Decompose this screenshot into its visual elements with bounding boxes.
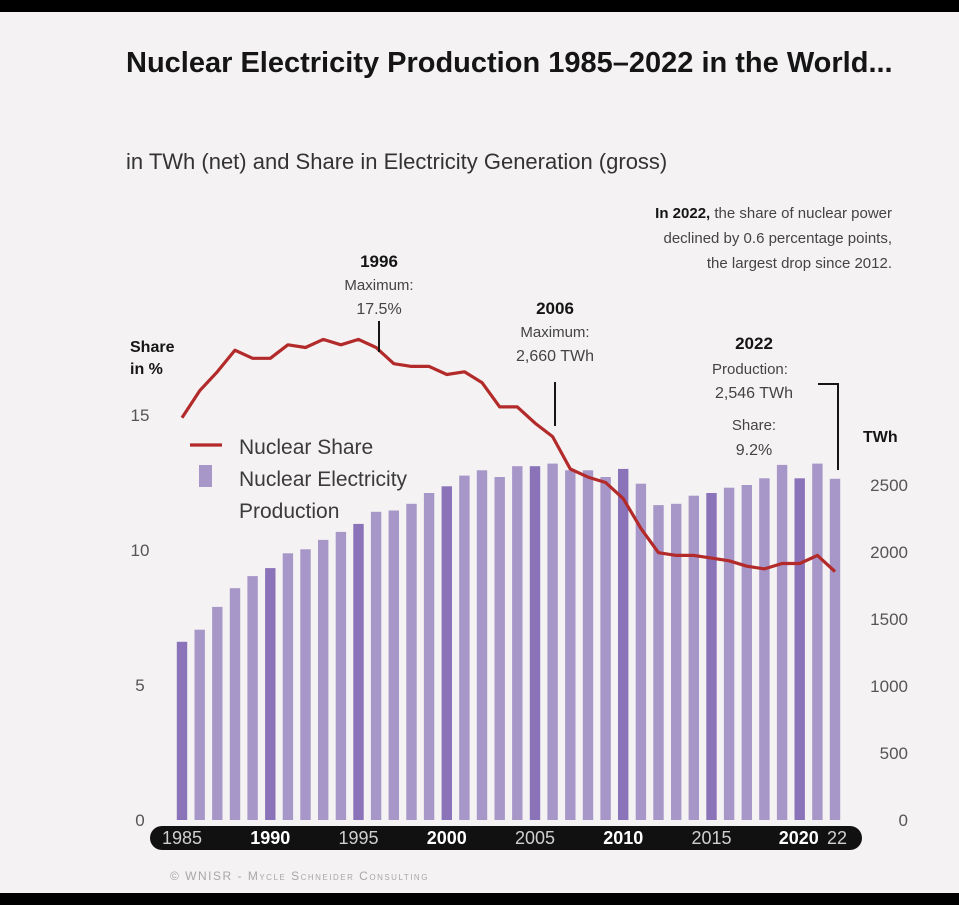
legend-bar-label: Nuclear Electricity <box>239 468 408 491</box>
x-tick-2015: 2015 <box>691 828 731 848</box>
bar-2005 <box>529 466 541 820</box>
bar-2021 <box>812 463 823 820</box>
left-axis-label-unit: in % <box>130 361 163 378</box>
bar-1996 <box>370 511 382 820</box>
annotation-2006-year: 2006 <box>536 299 574 318</box>
bar-series <box>176 463 841 820</box>
annotation-2006-label: Maximum: <box>520 324 589 341</box>
annotation-2022-production-label: Production: <box>712 361 788 378</box>
note-line-1-rest: the share of nuclear power <box>714 205 892 222</box>
annotation-1996-label: Maximum: <box>344 277 413 294</box>
x-axis-ticks: 1985 1990 1995 2000 2005 2010 2015 2020 22 <box>162 828 847 848</box>
x-tick-1995: 1995 <box>338 828 378 848</box>
bar-1989 <box>247 576 258 820</box>
bar-2000 <box>441 486 452 820</box>
bar-1997 <box>388 510 399 820</box>
chart-subtitle: in TWh (net) and Share in Electricity Ge… <box>126 149 668 174</box>
annotation-1996-year: 1996 <box>360 252 398 271</box>
bar-2022 <box>829 478 841 820</box>
right-axis-ticks: 0 500 1000 1500 2000 2500 <box>870 476 908 830</box>
nuclear-share-line <box>180 337 837 573</box>
bar-1988 <box>229 588 241 820</box>
bar-1985 <box>176 641 188 820</box>
share-points <box>181 339 836 572</box>
bar-2013 <box>671 503 682 820</box>
left-tick-5: 5 <box>135 676 144 695</box>
bar-2007 <box>565 470 576 820</box>
bar-2004 <box>512 466 523 820</box>
chart-canvas: 1985 1990 1995 2000 2005 2010 2015 2020 22 0 5 10 1… <box>130 205 908 850</box>
bar-2014 <box>688 495 699 820</box>
annotation-2022-share-value: 9.2% <box>736 442 772 459</box>
bar-2017 <box>741 485 752 820</box>
bar-2010 <box>618 468 629 820</box>
bar-1995 <box>353 523 364 820</box>
x-tick-2020: 2020 <box>779 828 819 848</box>
left-tick-10: 10 <box>131 541 150 560</box>
note-line-1: In 2022, the share of nuclear power <box>655 205 892 222</box>
x-tick-2010: 2010 <box>603 828 643 848</box>
bar-2003 <box>494 477 505 820</box>
right-tick-1500: 1500 <box>870 610 908 629</box>
copyright-credit: © WNISR - Mycle Schneider Consulting <box>170 869 429 883</box>
right-axis-label: TWh <box>863 429 898 446</box>
bar-1994 <box>335 531 347 820</box>
chart-title: Nuclear Electricity Production 1985–2022… <box>126 47 893 79</box>
annotation-2006-value: 2,660 TWh <box>516 348 594 365</box>
bar-1992 <box>300 549 311 820</box>
bar-2006 <box>547 463 558 820</box>
annotation-2022-year: 2022 <box>735 334 773 353</box>
left-tick-15: 15 <box>131 406 150 425</box>
x-tick-22: 22 <box>827 828 847 848</box>
bar-2011 <box>635 483 647 820</box>
x-tick-1990: 1990 <box>250 828 290 848</box>
x-tick-2005: 2005 <box>515 828 555 848</box>
x-tick-1985: 1985 <box>162 828 202 848</box>
bar-1986 <box>194 629 205 820</box>
x-tick-2000: 2000 <box>427 828 467 848</box>
note-bold-lead: In 2022, <box>655 205 710 222</box>
left-axis-label: Share <box>130 339 175 356</box>
right-tick-1000: 1000 <box>870 677 908 696</box>
note-line-3: the largest drop since 2012. <box>707 255 892 272</box>
bar-2015 <box>706 493 717 820</box>
note-line-2: declined by 0.6 percentage points, <box>664 230 893 247</box>
annotation-1996-value: 17.5% <box>356 301 401 318</box>
bar-2009 <box>600 477 611 820</box>
bar-1991 <box>282 553 294 820</box>
left-axis-ticks: 0 5 10 15 <box>131 406 150 830</box>
bar-2001 <box>459 475 470 820</box>
right-tick-0: 0 <box>899 811 908 830</box>
bar-2008 <box>582 470 594 820</box>
bar-1990 <box>265 568 276 820</box>
x-axis-band <box>150 826 862 850</box>
right-tick-2500: 2500 <box>870 476 908 495</box>
bar-1993 <box>318 539 329 820</box>
bar-2016 <box>723 487 735 820</box>
bar-1987 <box>212 606 223 820</box>
annotation-2022-production-value: 2,546 TWh <box>715 385 793 402</box>
bar-2012 <box>653 505 664 820</box>
bar-2019 <box>776 464 788 820</box>
legend-line-label: Nuclear Share <box>239 436 373 459</box>
legend-bar-swatch <box>199 465 212 487</box>
left-tick-0: 0 <box>135 811 144 830</box>
right-tick-2000: 2000 <box>870 543 908 562</box>
bar-1999 <box>423 493 435 820</box>
right-tick-500: 500 <box>880 744 908 763</box>
bottom-border <box>0 893 959 905</box>
annotation-2022-bracket <box>818 383 839 470</box>
annotation-2022-share-label: Share: <box>732 417 776 434</box>
bar-2002 <box>476 470 488 820</box>
bar-2018 <box>759 478 770 820</box>
legend-bar-label-line2: Production <box>239 500 339 523</box>
bar-1998 <box>406 503 417 820</box>
bar-2020 <box>794 478 805 820</box>
